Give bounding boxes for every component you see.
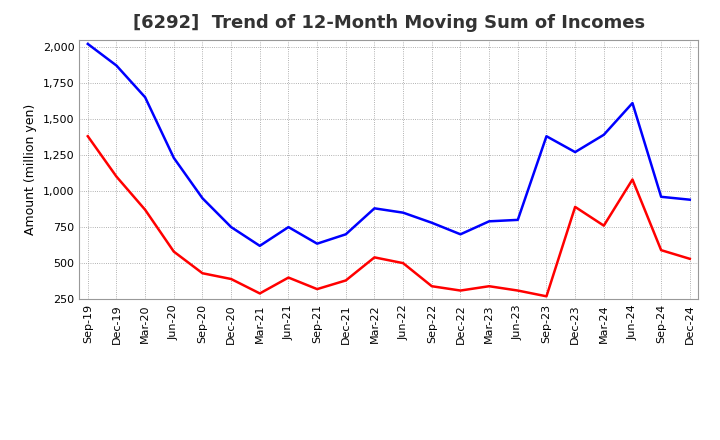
Ordinary Income xyxy=(428,220,436,225)
Ordinary Income xyxy=(312,241,321,246)
Net Income xyxy=(112,174,121,179)
Net Income xyxy=(485,284,493,289)
Net Income xyxy=(169,249,178,254)
Ordinary Income xyxy=(112,63,121,68)
Net Income xyxy=(657,248,665,253)
Ordinary Income xyxy=(141,95,150,100)
Ordinary Income xyxy=(198,196,207,201)
Net Income xyxy=(256,291,264,296)
Ordinary Income xyxy=(571,150,580,155)
Line: Net Income: Net Income xyxy=(88,136,690,296)
Ordinary Income xyxy=(485,219,493,224)
Net Income xyxy=(284,275,293,280)
Ordinary Income xyxy=(341,231,350,237)
Ordinary Income xyxy=(399,210,408,215)
Net Income xyxy=(312,286,321,292)
Net Income xyxy=(685,256,694,261)
Ordinary Income xyxy=(657,194,665,199)
Net Income xyxy=(542,293,551,299)
Ordinary Income xyxy=(370,205,379,211)
Ordinary Income xyxy=(600,132,608,137)
Title: [6292]  Trend of 12-Month Moving Sum of Incomes: [6292] Trend of 12-Month Moving Sum of I… xyxy=(132,15,645,33)
Net Income xyxy=(571,204,580,209)
Net Income xyxy=(628,177,636,182)
Net Income xyxy=(428,284,436,289)
Ordinary Income xyxy=(513,217,522,223)
Ordinary Income xyxy=(628,100,636,106)
Ordinary Income xyxy=(284,224,293,230)
Net Income xyxy=(456,288,465,293)
Net Income xyxy=(84,134,92,139)
Net Income xyxy=(399,260,408,266)
Net Income xyxy=(141,207,150,213)
Ordinary Income xyxy=(84,41,92,47)
Net Income xyxy=(370,255,379,260)
Ordinary Income xyxy=(227,224,235,230)
Net Income xyxy=(341,278,350,283)
Ordinary Income xyxy=(256,243,264,249)
Line: Ordinary Income: Ordinary Income xyxy=(88,44,690,246)
Ordinary Income xyxy=(542,134,551,139)
Net Income xyxy=(227,276,235,282)
Ordinary Income xyxy=(169,155,178,161)
Net Income xyxy=(198,271,207,276)
Y-axis label: Amount (million yen): Amount (million yen) xyxy=(24,104,37,235)
Ordinary Income xyxy=(685,197,694,202)
Ordinary Income xyxy=(456,231,465,237)
Net Income xyxy=(600,223,608,228)
Net Income xyxy=(513,288,522,293)
